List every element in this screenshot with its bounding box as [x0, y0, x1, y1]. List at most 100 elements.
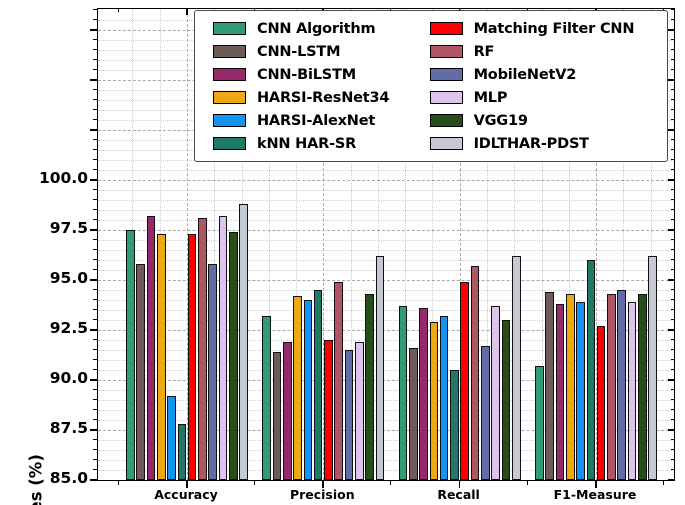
y-axis-tick: [93, 99, 97, 100]
y-axis-tick-mirror: [670, 59, 675, 60]
gridline-minor-h: [98, 340, 674, 341]
gridline-minor-h: [98, 260, 674, 261]
gridline-minor-v: [623, 9, 625, 480]
y-axis-tick: [93, 19, 97, 20]
bar-harsi-alexnet: [576, 302, 585, 480]
bar-cnn-lstm: [408, 348, 418, 480]
gridline-minor-v: [296, 9, 298, 480]
legend-swatch: [213, 22, 246, 35]
bar-idlthar-pdst: [239, 204, 248, 480]
x-axis-tick: [254, 480, 256, 485]
legend-label: MLP: [473, 89, 508, 106]
y-axis-tick: [93, 299, 97, 300]
y-axis-tick-mirror: [667, 179, 675, 181]
y-axis-tick: [93, 459, 97, 460]
bar-idlthar-pdst: [375, 256, 385, 480]
y-axis-tick: [93, 59, 97, 60]
y-axis-tick: [93, 289, 97, 290]
gridline-minor-h: [98, 270, 674, 271]
gridline-minor-v: [268, 9, 270, 480]
bar-harsi-resnet34: [429, 322, 439, 480]
gridline-major-v: [596, 9, 597, 480]
gridline-major-h: [98, 330, 674, 331]
y-axis-tick-mirror: [670, 269, 675, 270]
gridline-major-h: [98, 230, 674, 231]
bar-rf: [334, 282, 344, 480]
y-axis-tick: [93, 139, 97, 140]
y-axis-tick: [93, 249, 97, 250]
y-axis-tick: [93, 199, 97, 200]
y-axis-tick: [93, 219, 97, 220]
bar-cnn-algorithm: [535, 366, 544, 480]
x-axis-tick: [458, 480, 461, 488]
x-axis-tick-mirror: [117, 8, 119, 12]
y-axis-tick: [93, 89, 97, 90]
gridline-minor-v: [350, 9, 352, 480]
bar-harsi-alexnet: [439, 316, 449, 480]
bar-rf: [198, 218, 207, 480]
bar-mobilenetv2: [617, 290, 627, 480]
bar-mobilenetv2: [344, 350, 354, 480]
bar-harsi-resnet34: [293, 296, 302, 480]
legend-label: CNN-LSTM: [257, 43, 341, 60]
x-axis-tick-mirror: [186, 8, 188, 15]
gridline-major-h: [98, 430, 674, 431]
bar-vgg19: [638, 294, 647, 480]
gridline-minor-v: [432, 9, 434, 480]
y-axis-tick-mirror: [670, 9, 675, 10]
y-axis-tick: [93, 119, 97, 120]
legend-item: HARSI-AlexNet: [213, 109, 430, 132]
gridline-minor-v: [486, 9, 488, 480]
x-axis-tick: [186, 480, 188, 488]
y-axis-tick: [93, 399, 97, 400]
gridline-minor-h: [98, 400, 674, 401]
bar-cnn-bilstm: [555, 304, 565, 480]
y-axis-tick: [93, 389, 97, 390]
y-axis-tick-mirror: [670, 39, 675, 40]
bar-idlthar-pdst: [511, 256, 521, 480]
legend-item: RF: [429, 40, 657, 63]
legend-swatch: [429, 22, 463, 35]
y-axis-tick: [90, 279, 97, 281]
bar-rf: [470, 266, 480, 480]
bar-harsi-alexnet: [167, 396, 176, 480]
legend-label: HARSI-ResNet34: [257, 89, 390, 106]
bar-matching-filter-cnn: [596, 326, 606, 480]
y-axis-tick: [93, 159, 97, 160]
gridline-minor-h: [98, 210, 674, 211]
gridline-major-v: [187, 9, 188, 480]
y-axis-tick-mirror: [670, 159, 675, 160]
y-axis-tick-mirror: [670, 459, 675, 460]
y-axis-tick-mirror: [670, 259, 675, 260]
gridline-major-v: [459, 9, 461, 480]
y-axis-tick-mirror: [670, 339, 675, 340]
y-axis-tick-mirror: [670, 99, 675, 100]
legend-item: CNN-LSTM: [213, 40, 430, 63]
legend-label: VGG19: [473, 112, 528, 129]
legend-item: CNN-BiLSTM: [213, 63, 430, 86]
legend-swatch: [429, 68, 463, 81]
gridline-minor-h: [98, 350, 674, 351]
legend-swatch: [429, 45, 463, 58]
y-axis-tick: [93, 109, 97, 110]
bar-knn-har-sr: [313, 290, 323, 480]
y-axis-tick: [93, 239, 97, 240]
bar-cnn-lstm: [545, 292, 554, 480]
y-axis-tick: [93, 149, 97, 150]
y-axis-tick: [93, 209, 97, 210]
gridline-minor-v: [214, 9, 216, 480]
y-axis-tick: [93, 319, 97, 320]
gridline-major-h: [98, 180, 674, 181]
y-tick-label: 100.0: [38, 169, 88, 187]
bar-cnn-bilstm: [419, 308, 428, 480]
legend-label: Matching Filter CNN: [473, 20, 635, 37]
y-axis-tick: [93, 349, 97, 350]
y-axis-tick-mirror: [667, 129, 675, 131]
y-axis-tick: [93, 359, 97, 360]
y-axis-tick-mirror: [667, 429, 675, 431]
y-axis-tick: [90, 429, 97, 431]
y-axis-tick-mirror: [670, 249, 675, 250]
bar-cnn-algorithm: [398, 306, 408, 480]
gridline-minor-h: [98, 220, 674, 221]
y-axis-tick: [90, 129, 97, 131]
